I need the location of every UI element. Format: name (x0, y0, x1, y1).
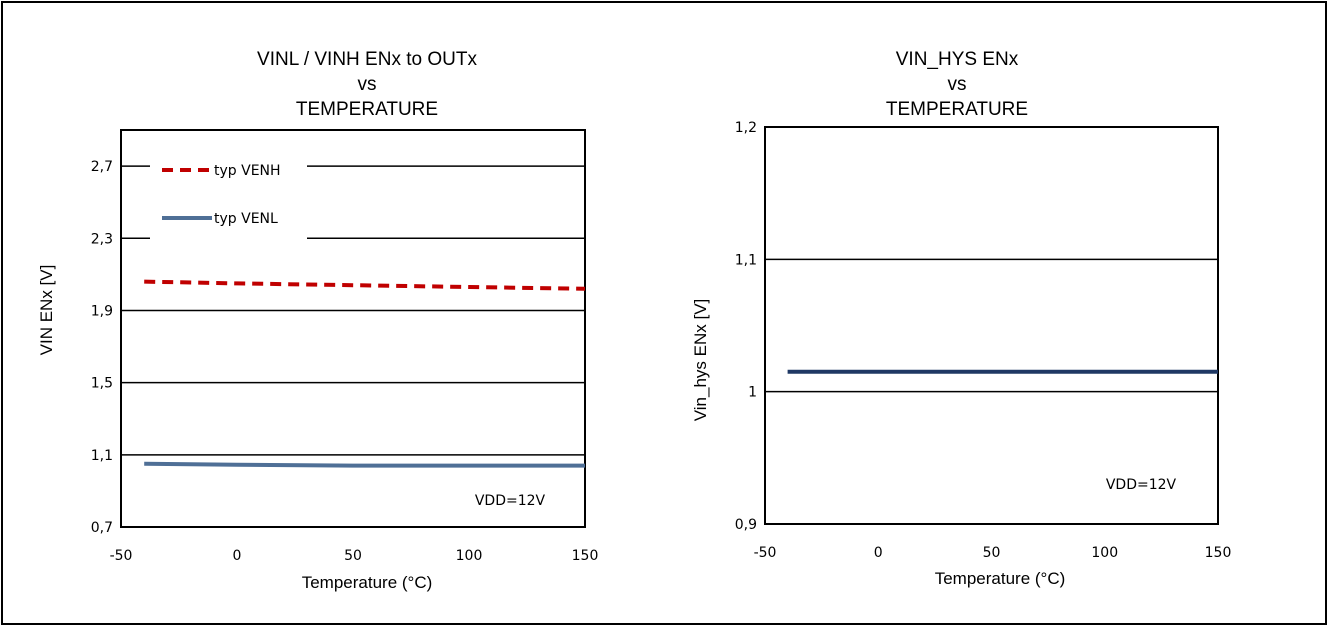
chart2-xlabel: Temperature (°C) (935, 569, 1066, 588)
chart2-ylabel: Vin_hys ENx [V] (691, 299, 710, 422)
chart2-xtick-label: -50 (754, 545, 777, 561)
chart1-xtick-label: 150 (572, 548, 599, 564)
chart2-ytick-label: 1 (748, 385, 757, 401)
chart2-title-line2: vs (948, 74, 967, 95)
chart2-vdd-annotation: VDD=12V (1106, 477, 1177, 493)
chart1-ytick-label: 0,7 (91, 520, 113, 536)
chart1-legend-label: typ VENH (214, 163, 281, 179)
chart2-xtick-label: 0 (874, 545, 883, 561)
chart2-xtick-label: 100 (1091, 545, 1118, 561)
chart2-plot-border (764, 126, 1219, 525)
chart1-xtick-label: -50 (110, 548, 133, 564)
chart2-xtick-label: 50 (983, 545, 1001, 561)
chart2-title-line3: TEMPERATURE (886, 99, 1028, 120)
chart1-title-line2: vs (358, 74, 377, 95)
chart1-xlabel: Temperature (°C) (302, 573, 433, 592)
chart1-ylabel: VIN ENx [V] (37, 265, 56, 356)
chart1-title-line1: VINL / VINH ENx to OUTx (257, 49, 477, 70)
chart1-legend-box (150, 152, 307, 240)
chart1-title-line3: TEMPERATURE (296, 99, 438, 120)
chart1-legend-label: typ VENL (214, 211, 278, 227)
chart1-series-typ-venh (144, 279, 586, 291)
chart1-xtick-label: 100 (456, 548, 483, 564)
chart1-ytick-label: 2,3 (91, 231, 113, 247)
chart2-title-line1: VIN_HYS ENx (896, 49, 1019, 70)
chart1-ytick-label: 2,7 (91, 159, 113, 175)
chart1-ytick-label: 1,9 (91, 303, 113, 319)
chart2-ytick-label: 0,9 (735, 517, 757, 533)
chart1-ytick-label: 1,1 (91, 448, 113, 464)
chart2-ytick-label: 1,1 (735, 252, 757, 268)
chart1-plot-border (120, 129, 586, 528)
chart1-ytick-label: 1,5 (91, 376, 113, 392)
chart1-xtick-label: 50 (344, 548, 362, 564)
chart2-xtick-label: 150 (1205, 545, 1232, 561)
chart1-xtick-label: 0 (233, 548, 242, 564)
chart2-ytick-label: 1,2 (735, 120, 757, 136)
chart1-vdd-annotation: VDD=12V (475, 493, 546, 509)
chart1-series-typ-venl (144, 461, 585, 468)
